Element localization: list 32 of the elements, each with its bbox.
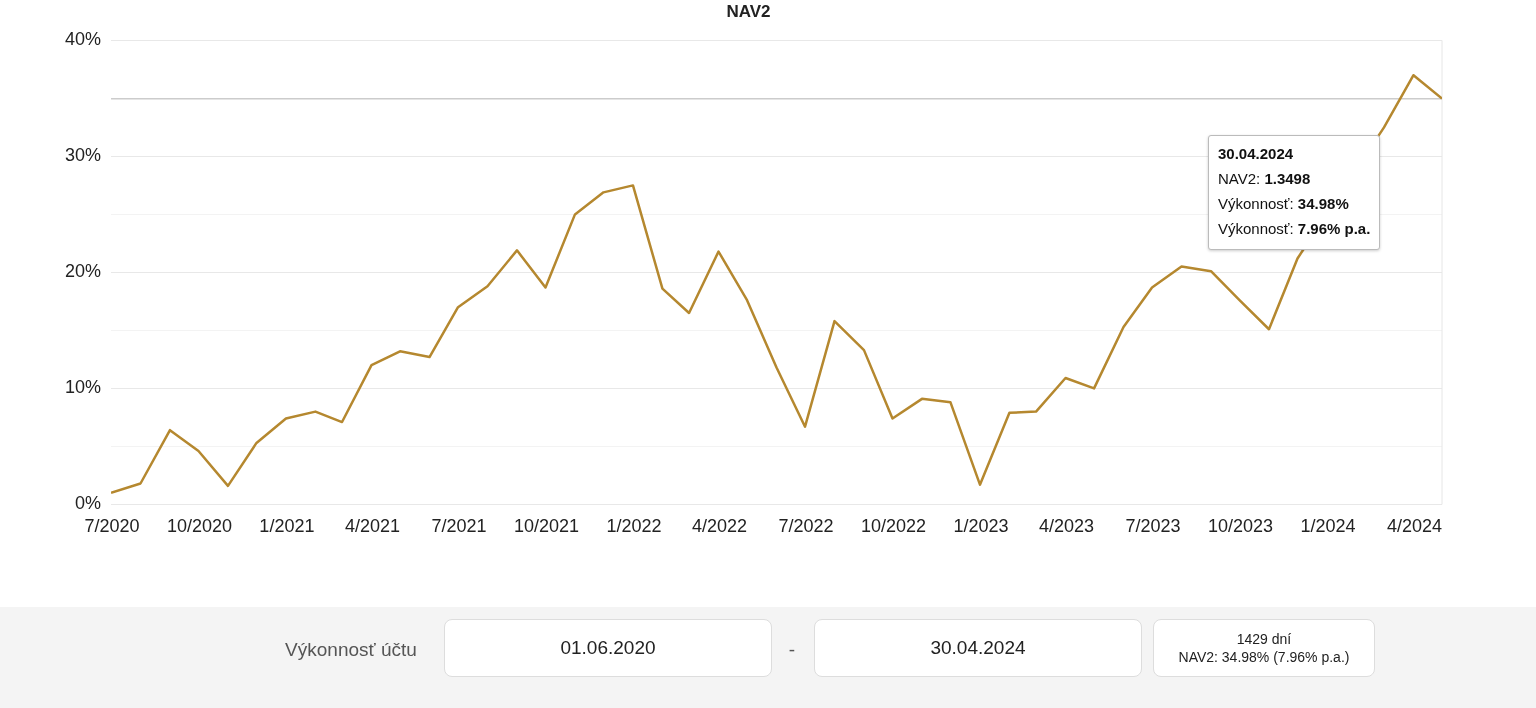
x-tick-label: 10/2020 bbox=[166, 516, 232, 537]
x-tick-label: 10/2021 bbox=[513, 516, 579, 537]
y-tick-label: 30% bbox=[65, 145, 102, 166]
x-tick-label: 10/2023 bbox=[1207, 516, 1273, 537]
y-tick-label: 20% bbox=[65, 261, 102, 282]
y-tick-label: 40% bbox=[65, 29, 102, 50]
x-tick-label: 1/2023 bbox=[953, 516, 1009, 537]
x-tick-label: 10/2022 bbox=[860, 516, 926, 537]
x-tick-label: 4/2024 bbox=[1386, 516, 1442, 537]
text: - bbox=[787, 638, 797, 662]
x-tick-label: 4/2021 bbox=[344, 516, 400, 537]
annotation: Výkonnosť: 7.96% p.a. bbox=[1218, 220, 1371, 237]
text: 01.06.2020 bbox=[444, 619, 772, 677]
x-tick-label: 7/2020 bbox=[84, 516, 140, 537]
x-tick-label: 1/2022 bbox=[606, 516, 662, 537]
text: 30.04.2024 bbox=[814, 619, 1142, 677]
text: Výkonnosť účtu bbox=[284, 638, 418, 662]
y-tick-label: 0% bbox=[75, 493, 102, 514]
x-tick-label: 1/2024 bbox=[1300, 516, 1356, 537]
text: NAV2: 34.98% (7.96% p.a.) bbox=[1177, 648, 1351, 666]
annotation: NAV2: 1.3498 bbox=[1218, 170, 1312, 187]
x-tick-label: 4/2022 bbox=[691, 516, 747, 537]
chart-title: NAV2 bbox=[726, 1, 771, 21]
text: 1429 dní bbox=[1235, 630, 1293, 648]
x-tick-label: 1/2021 bbox=[259, 516, 315, 537]
x-tick-label: 7/2021 bbox=[431, 516, 487, 537]
y-tick-label: 10% bbox=[65, 377, 102, 398]
annotation: Výkonnosť: 34.98% bbox=[1218, 195, 1350, 212]
x-tick-label: 4/2023 bbox=[1038, 516, 1095, 537]
x-tick-label: 7/2023 bbox=[1125, 516, 1181, 537]
x-tick-label: 7/2022 bbox=[778, 516, 834, 537]
annotation: 30.04.2024 bbox=[1218, 145, 1294, 162]
